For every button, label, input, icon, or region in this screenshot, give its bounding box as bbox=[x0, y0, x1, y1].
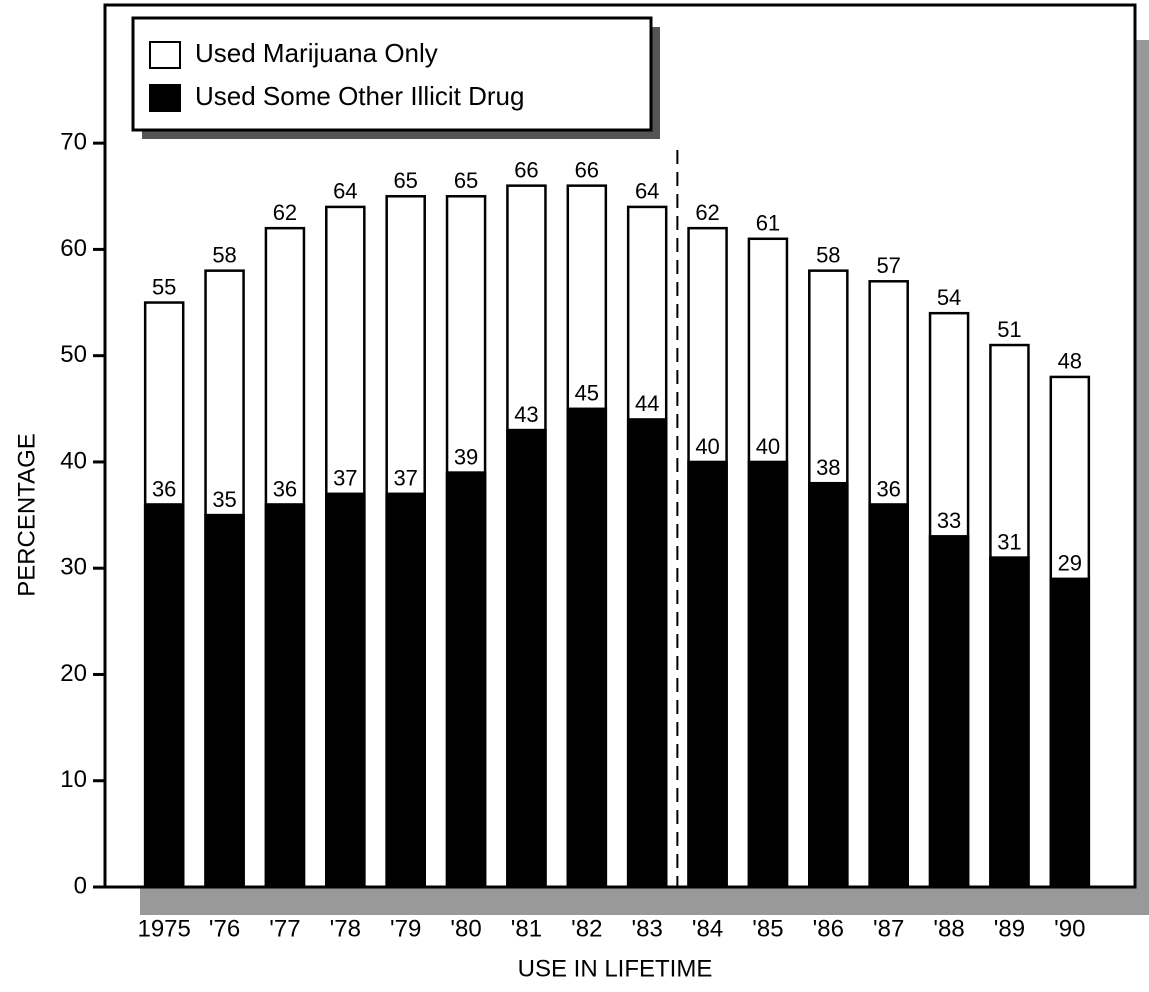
y-tick-label: 70 bbox=[60, 128, 87, 155]
value-label: 66 bbox=[514, 157, 538, 182]
value-label: 29 bbox=[1058, 551, 1082, 576]
bar bbox=[626, 418, 668, 889]
x-tick-label: '81 bbox=[511, 915, 542, 942]
value-label: 64 bbox=[635, 179, 659, 204]
value-label: 65 bbox=[454, 168, 478, 193]
value-label: 36 bbox=[273, 476, 297, 501]
value-label: 36 bbox=[152, 476, 176, 501]
legend-label: Used Some Other Illicit Drug bbox=[195, 81, 524, 111]
value-label: 39 bbox=[454, 444, 478, 469]
x-tick-label: 1975 bbox=[137, 915, 190, 942]
y-tick-label: 60 bbox=[60, 235, 87, 262]
bar bbox=[325, 492, 366, 889]
value-label: 40 bbox=[695, 434, 719, 459]
x-tick-label: '89 bbox=[994, 915, 1025, 942]
y-tick-label: 40 bbox=[60, 447, 87, 474]
value-label: 31 bbox=[997, 529, 1021, 554]
value-label: 37 bbox=[393, 466, 417, 491]
bar bbox=[747, 460, 789, 889]
bar bbox=[385, 492, 426, 889]
value-label: 35 bbox=[212, 487, 236, 512]
bar bbox=[264, 503, 306, 889]
y-tick-label: 10 bbox=[60, 766, 87, 793]
bar bbox=[928, 535, 970, 889]
value-label: 40 bbox=[756, 434, 780, 459]
legend-label: Used Marijuana Only bbox=[195, 38, 438, 68]
value-label: 37 bbox=[333, 466, 357, 491]
x-tick-label: '76 bbox=[209, 915, 240, 942]
x-tick-label: '90 bbox=[1054, 915, 1085, 942]
bar bbox=[1049, 577, 1091, 889]
plot: 0 10 20 30 40 50 60 70 1975 '76 '77 '78 '79 '80 '81 '82… bbox=[60, 128, 1091, 942]
value-label: 33 bbox=[937, 508, 961, 533]
value-label: 44 bbox=[635, 391, 659, 416]
bar bbox=[506, 428, 547, 889]
value-label: 36 bbox=[876, 476, 900, 501]
value-label: 57 bbox=[876, 253, 900, 278]
x-tick-label: '86 bbox=[813, 915, 844, 942]
y-axis-title: PERCENTAGE bbox=[13, 433, 40, 597]
bar bbox=[566, 407, 608, 889]
value-label: 65 bbox=[393, 168, 417, 193]
x-tick-label: '85 bbox=[752, 915, 783, 942]
value-label: 58 bbox=[212, 242, 236, 267]
bar bbox=[143, 503, 185, 889]
legend: Used Marijuana Only Used Some Other Illic… bbox=[149, 38, 524, 112]
bar bbox=[687, 460, 728, 889]
value-label: 48 bbox=[1058, 349, 1082, 374]
x-tick-label: '80 bbox=[450, 915, 481, 942]
y-tick-label: 50 bbox=[60, 341, 87, 368]
value-label: 43 bbox=[514, 402, 538, 427]
y-tick-label: 30 bbox=[60, 554, 87, 581]
bar bbox=[445, 471, 487, 889]
x-tick-label: '84 bbox=[692, 915, 723, 942]
value-label: 54 bbox=[937, 285, 961, 310]
x-tick-label: '87 bbox=[873, 915, 904, 942]
x-tick-label: '88 bbox=[933, 915, 964, 942]
value-label: 51 bbox=[997, 317, 1021, 342]
value-label: 61 bbox=[756, 211, 780, 236]
bar bbox=[989, 556, 1030, 889]
legend-swatch bbox=[149, 41, 181, 69]
bar bbox=[808, 481, 849, 889]
x-tick-label: '78 bbox=[330, 915, 361, 942]
value-label: 55 bbox=[152, 274, 176, 299]
value-label: 66 bbox=[575, 157, 599, 182]
bar bbox=[204, 513, 245, 889]
value-label: 64 bbox=[333, 179, 357, 204]
value-label: 62 bbox=[695, 200, 719, 225]
floor-shadow bbox=[140, 887, 1149, 915]
x-tick-label: '77 bbox=[269, 915, 300, 942]
frame-shadow bbox=[1135, 40, 1149, 915]
x-tick-label: '79 bbox=[390, 915, 421, 942]
value-label: 62 bbox=[273, 200, 297, 225]
legend-box bbox=[131, 16, 653, 132]
legend-swatch bbox=[149, 84, 181, 112]
value-label: 58 bbox=[816, 242, 840, 267]
bar bbox=[868, 503, 909, 889]
y-tick-label: 20 bbox=[60, 660, 87, 687]
x-tick-label: '83 bbox=[632, 915, 663, 942]
y-tick-label: 0 bbox=[74, 872, 87, 899]
value-label: 38 bbox=[816, 455, 840, 480]
x-axis-title: USE IN LIFETIME bbox=[518, 955, 713, 982]
value-label: 45 bbox=[575, 381, 599, 406]
x-tick-label: '82 bbox=[571, 915, 602, 942]
